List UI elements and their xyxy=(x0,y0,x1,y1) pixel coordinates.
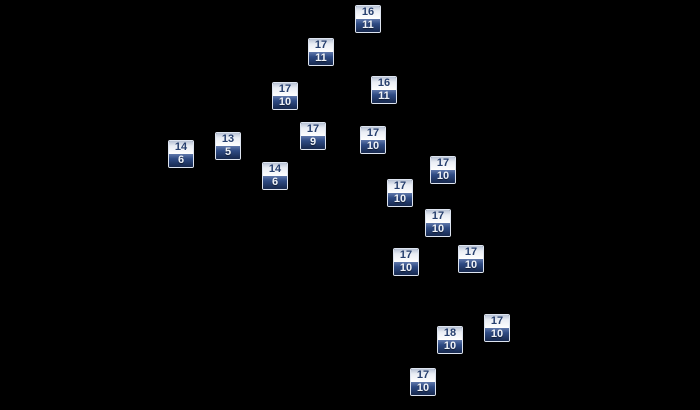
low-temp-value: 10 xyxy=(361,140,385,153)
low-temp-value: 11 xyxy=(356,19,380,32)
high-temp-value: 14 xyxy=(169,141,193,154)
high-temp-value: 13 xyxy=(216,133,240,146)
low-temp-value: 10 xyxy=(273,96,297,109)
high-temp-value: 17 xyxy=(273,83,297,96)
temp-marker[interactable]: 17 10 xyxy=(393,248,419,276)
temp-marker[interactable]: 18 10 xyxy=(437,326,463,354)
high-temp-value: 17 xyxy=(459,246,483,259)
temp-marker[interactable]: 16 11 xyxy=(355,5,381,33)
high-temp-value: 17 xyxy=(431,157,455,170)
high-temp-value: 17 xyxy=(301,123,325,136)
low-temp-value: 11 xyxy=(309,52,333,65)
temp-marker[interactable]: 17 10 xyxy=(360,126,386,154)
low-temp-value: 9 xyxy=(301,136,325,149)
low-temp-value: 10 xyxy=(438,340,462,353)
high-temp-value: 17 xyxy=(388,180,412,193)
low-temp-value: 11 xyxy=(372,90,396,103)
high-temp-value: 16 xyxy=(356,6,380,19)
high-temp-value: 18 xyxy=(438,327,462,340)
high-temp-value: 17 xyxy=(485,315,509,328)
high-temp-value: 16 xyxy=(372,77,396,90)
low-temp-value: 10 xyxy=(388,193,412,206)
temp-marker[interactable]: 17 10 xyxy=(272,82,298,110)
low-temp-value: 6 xyxy=(169,154,193,167)
low-temp-value: 10 xyxy=(459,259,483,272)
low-temp-value: 5 xyxy=(216,146,240,159)
temp-marker[interactable]: 17 10 xyxy=(387,179,413,207)
temp-marker[interactable]: 17 9 xyxy=(300,122,326,150)
high-temp-value: 17 xyxy=(426,210,450,223)
temp-marker[interactable]: 17 10 xyxy=(458,245,484,273)
high-temp-value: 17 xyxy=(394,249,418,262)
high-temp-value: 14 xyxy=(263,163,287,176)
low-temp-value: 6 xyxy=(263,176,287,189)
temp-marker[interactable]: 16 11 xyxy=(371,76,397,104)
high-temp-value: 17 xyxy=(411,369,435,382)
temp-marker[interactable]: 17 11 xyxy=(308,38,334,66)
temp-marker[interactable]: 17 10 xyxy=(484,314,510,342)
low-temp-value: 10 xyxy=(411,382,435,395)
temp-marker[interactable]: 17 10 xyxy=(425,209,451,237)
high-temp-value: 17 xyxy=(309,39,333,52)
temp-marker[interactable]: 17 10 xyxy=(410,368,436,396)
temp-marker[interactable]: 17 10 xyxy=(430,156,456,184)
low-temp-value: 10 xyxy=(394,262,418,275)
temp-marker[interactable]: 14 6 xyxy=(262,162,288,190)
temp-marker[interactable]: 13 5 xyxy=(215,132,241,160)
low-temp-value: 10 xyxy=(431,170,455,183)
low-temp-value: 10 xyxy=(426,223,450,236)
low-temp-value: 10 xyxy=(485,328,509,341)
high-temp-value: 17 xyxy=(361,127,385,140)
temp-marker[interactable]: 14 6 xyxy=(168,140,194,168)
